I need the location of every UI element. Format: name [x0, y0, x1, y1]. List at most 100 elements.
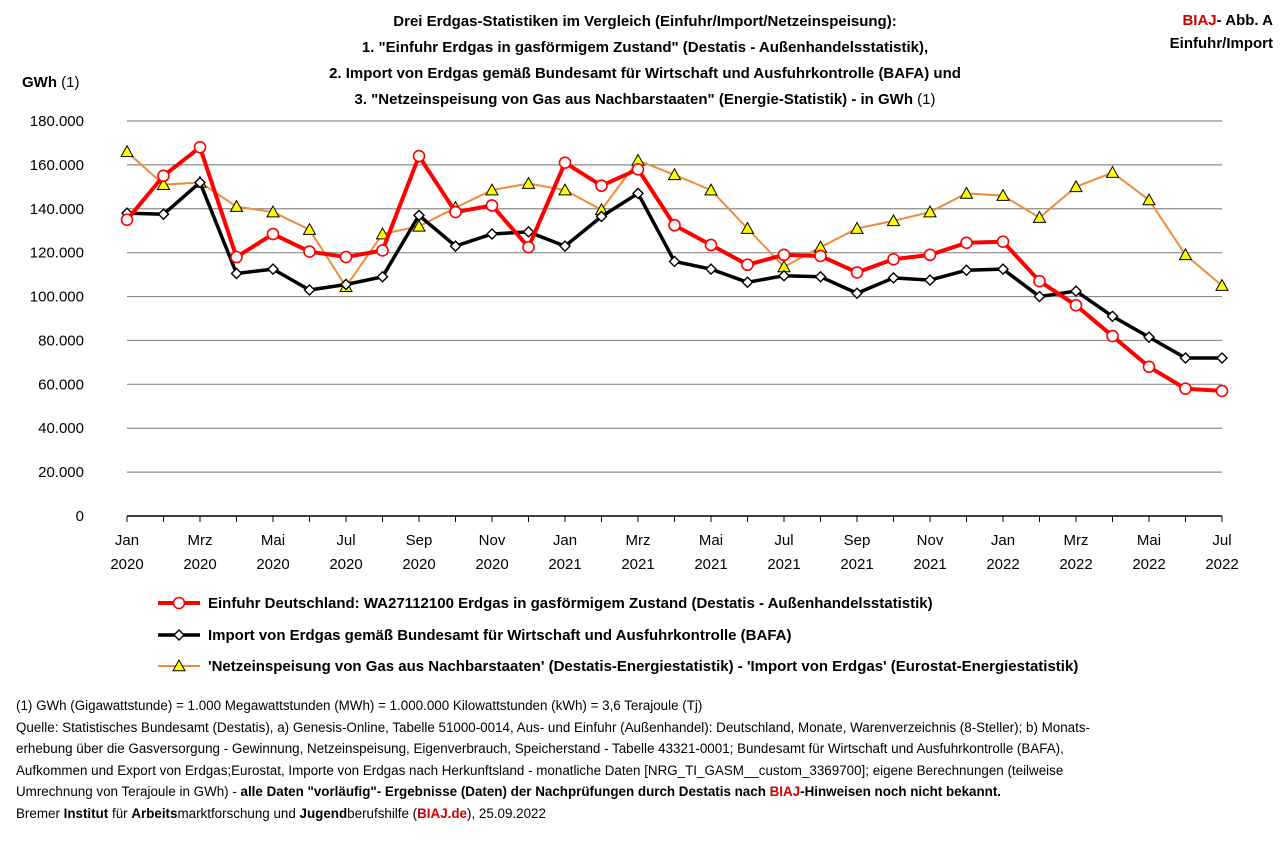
- x-tick-label-month: Jul: [1212, 532, 1231, 549]
- data-point-circle: [522, 240, 535, 254]
- data-point-circle: [449, 205, 462, 219]
- data-point-diamond: [887, 271, 900, 284]
- x-tick-label-month: Nov: [479, 532, 506, 549]
- data-point-diamond: [1106, 310, 1119, 323]
- data-point-diamond: [230, 267, 243, 280]
- data-point-circle: [668, 218, 681, 232]
- y-tick-label: 0: [76, 508, 84, 525]
- data-point-circle: [814, 249, 827, 263]
- x-tick-label-month: Nov: [917, 532, 944, 549]
- data-point-diamond: [1143, 331, 1155, 344]
- data-point-diamond: [303, 283, 316, 296]
- data-point-circle: [172, 596, 186, 610]
- y-tick-labels: 0 20.000 40.000 60.000 80.000 100.000 120.000 1…: [30, 113, 84, 525]
- x-tick-label-year: 2020: [402, 556, 435, 573]
- data-point-triangle: [156, 177, 171, 190]
- x-tick-label-year: 2021: [548, 556, 581, 573]
- data-point-diamond: [924, 274, 936, 287]
- badge-line-1: BIAJ- Abb. A: [1170, 9, 1273, 32]
- data-point-triangle: [485, 183, 499, 196]
- data-point-circle: [485, 199, 499, 212]
- legend-label: Import von Erdgas gemäß Bundesamt für Wi…: [208, 627, 792, 644]
- series-import-bafa: [121, 176, 1228, 364]
- x-tick-label-year: 2022: [1205, 556, 1238, 573]
- data-point-circle: [230, 250, 243, 264]
- data-point-triangle: [302, 222, 317, 235]
- data-point-diamond: [632, 187, 644, 200]
- data-point-triangle: [229, 199, 244, 212]
- data-point-triangle: [959, 186, 974, 199]
- data-point-triangle: [172, 658, 186, 672]
- data-point-circle: [960, 236, 973, 250]
- x-tick-label-month: Mrz: [626, 532, 651, 549]
- data-point-triangle: [266, 205, 280, 218]
- data-point-circle: [1142, 360, 1156, 374]
- data-point-diamond: [486, 228, 498, 241]
- data-point-circle: [996, 235, 1010, 248]
- data-point-triangle: [120, 144, 134, 158]
- y-tick-label: 120.000: [30, 245, 84, 262]
- data-point-circle: [850, 266, 864, 279]
- data-point-circle: [339, 250, 353, 264]
- legend-label: 'Netzeinspeisung von Gas aus Nachbarstaa…: [208, 658, 1078, 675]
- data-point-circle: [120, 213, 134, 227]
- data-point-triangle: [1215, 278, 1229, 291]
- data-point-triangle: [886, 213, 901, 227]
- x-tick-label-month: Mai: [699, 532, 723, 549]
- x-tick-label-month: Sep: [406, 532, 433, 549]
- x-tick-label-year: 2020: [329, 556, 362, 573]
- data-point-triangle: [375, 226, 390, 240]
- data-point-diamond: [1179, 352, 1192, 364]
- y-tick-label: 40.000: [38, 420, 84, 437]
- y-axis-unit: GWh: [22, 74, 57, 91]
- note-line-5-c: -Hinweisen noch nicht bekannt.: [800, 784, 1002, 800]
- x-tick-label-month: Mrz: [1064, 532, 1089, 549]
- data-point-circle: [157, 169, 170, 183]
- note-line-6-w1: Bremer: [16, 805, 64, 821]
- data-point-diamond: [595, 210, 608, 223]
- x-tick-label-year: 2020: [183, 556, 216, 573]
- data-point-triangle: [740, 221, 755, 234]
- y-tick-label: 80.000: [38, 332, 84, 349]
- x-tick-label-year: 2022: [986, 556, 1019, 573]
- data-point-circle: [1179, 382, 1192, 396]
- data-point-circle: [266, 227, 280, 241]
- x-tick-label-year: 2022: [1059, 556, 1092, 573]
- legend-item-1: Einfuhr Deutschland: WA27112100 Erdgas i…: [158, 595, 933, 612]
- data-point-diamond: [522, 225, 535, 238]
- data-point-triangle: [704, 183, 718, 196]
- badge-label: - Abb. A: [1216, 12, 1273, 29]
- x-tick-label-year: 2021: [621, 556, 654, 573]
- data-point-circle: [1033, 274, 1046, 288]
- data-point-triangle: [996, 188, 1010, 201]
- note-line-6-w8: ), 25.09.2022: [467, 805, 546, 821]
- data-point-triangle: [1032, 210, 1047, 223]
- title-line-2: 1. "Einfuhr Erdgas in gasförmigem Zustan…: [362, 39, 928, 56]
- title-line-4-suffix: (1): [913, 91, 936, 108]
- data-point-diamond: [340, 278, 352, 291]
- data-point-circle: [777, 248, 791, 262]
- data-point-triangle: [850, 221, 864, 234]
- data-point-circle: [887, 252, 900, 266]
- x-tick-label-month: Jul: [336, 532, 355, 549]
- note-line-6-w7: berufshilfe (: [347, 805, 418, 821]
- note-line-6: Bremer Institut für Arbeitsmarktforschun…: [16, 803, 1276, 825]
- data-point-diamond: [194, 176, 206, 189]
- badge-brand: BIAJ: [1182, 12, 1217, 29]
- legend-item-2: Import von Erdgas gemäß Bundesamt für Wi…: [158, 627, 792, 644]
- x-tick-label-month: Jan: [115, 532, 139, 549]
- note-line-6-w4: Arbeits: [131, 805, 178, 821]
- note-line-3: erhebung über die Gasversorgung - Gewinn…: [16, 741, 1064, 757]
- y-axis-footnote: (1): [57, 74, 80, 91]
- data-point-triangle: [521, 176, 536, 189]
- title-line-4-main: 3. "Netzeinspeisung von Gas aus Nachbars…: [354, 91, 913, 108]
- note-line-4: Aufkommen und Export von Erdgas;Eurostat…: [16, 762, 1064, 778]
- data-point-diamond: [960, 264, 973, 277]
- y-tick-label: 160.000: [30, 157, 84, 174]
- title-line-3: 2. Import von Erdgas gemäß Bundesamt für…: [329, 65, 961, 82]
- note-line-5-b: alle Daten "vorläufig"- Ergebnisse (Date…: [240, 784, 770, 800]
- note-line-2: Quelle: Statistisches Bundesamt (Destati…: [16, 719, 1091, 735]
- y-axis-label: GWh (1): [22, 74, 80, 91]
- x-tick-label-year: 2021: [913, 556, 946, 573]
- data-point-diamond: [1033, 290, 1046, 303]
